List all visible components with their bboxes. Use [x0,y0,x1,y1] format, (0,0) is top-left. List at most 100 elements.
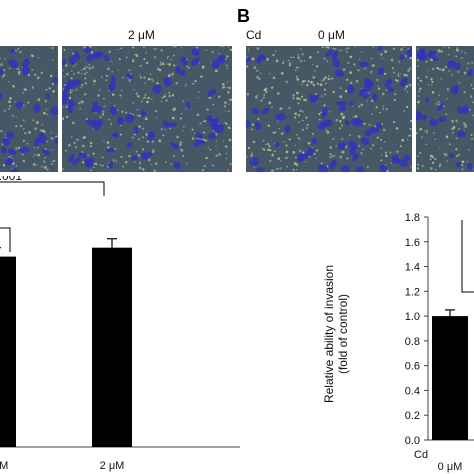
pore-dot [435,169,437,171]
pore-dot [246,93,250,96]
cell-blob [362,92,370,99]
pore-dot [323,57,326,60]
pore-dot [375,106,378,109]
pore-dot [117,69,120,71]
pore-dot [211,50,214,54]
pore-dot [301,151,305,154]
pore-dot [439,148,441,150]
micrograph-a-2um [62,46,232,172]
pore-dot [385,152,387,154]
pore-dot [2,75,4,78]
cell-blob [208,132,217,140]
pore-dot [341,150,345,154]
pore-dot [122,76,125,79]
pore-dot [342,68,346,71]
pore-dot [390,58,394,62]
y-tick-label: 0.4 [405,385,420,397]
pore-dot [17,68,20,70]
pore-dot [431,67,435,71]
pore-dot [101,156,104,159]
cell-blob [422,115,428,121]
pore-dot [52,59,54,61]
pore-dot [440,77,442,80]
pore-dot [80,100,83,103]
pore-dot [50,163,53,165]
pore-dot [8,81,10,83]
pore-dot [140,100,143,103]
pore-dot [431,84,433,86]
pore-dot [455,119,458,122]
pore-dot [458,81,461,84]
pore-dot [111,93,115,96]
pore-dot [185,65,188,67]
pore-dot [212,103,215,106]
cell-blob [109,106,117,116]
pore-dot [399,73,402,75]
pore-dot [41,124,43,126]
pore-dot [125,56,128,59]
pore-dot [27,73,30,77]
pore-dot [280,132,284,135]
pore-dot [418,90,420,93]
cell-blob [152,84,162,94]
cell-blob [364,79,371,88]
cell-blob [403,154,411,160]
pore-dot [227,126,230,129]
pore-dot [397,72,400,75]
pore-dot [162,134,165,137]
cell-blob [350,118,362,126]
pore-dot [20,152,22,155]
chart-b-ylabel: Relative ability of invasion (fold of co… [322,224,350,444]
pore-dot [222,82,225,86]
pore-dot [19,51,22,54]
pore-dot [349,55,353,59]
pore-dot [84,77,87,80]
pore-dot [262,139,265,142]
pore-dot [424,130,426,133]
pore-dot [132,101,135,104]
pore-dot [282,61,285,64]
pore-dot [84,65,87,68]
pore-dot [229,162,232,165]
pore-dot [164,128,166,130]
pore-dot [299,59,303,62]
pore-dot [297,54,299,56]
pore-dot [335,145,337,147]
pore-dot [290,56,292,59]
pore-dot [409,127,412,131]
pore-dot [146,140,149,143]
pore-dot [263,148,265,150]
cell-blob [427,52,433,58]
pore-dot [207,146,209,149]
pore-dot [179,148,182,150]
significance-bracket [0,181,105,196]
cell-blob [111,132,120,138]
pore-dot [312,83,316,87]
cell-blob [180,55,188,66]
pore-dot [383,141,386,143]
pore-dot [105,79,108,81]
pore-dot [288,106,291,110]
pore-dot [467,62,470,65]
pore-dot [115,160,118,163]
pore-dot [300,83,303,86]
pore-dot [166,63,168,65]
cell-blob [334,69,344,78]
pore-dot [228,138,232,142]
pore-dot [357,135,361,138]
pore-dot [8,67,11,70]
pore-dot [368,124,370,126]
pore-dot [446,88,450,91]
pore-dot [377,85,379,87]
pore-dot [3,109,6,112]
cell-blob [10,168,19,172]
pore-dot [335,118,338,122]
pore-dot [329,156,332,159]
pore-dot [393,71,395,74]
pore-dot [17,48,20,50]
pore-dot [295,75,298,78]
cell-blob [446,60,456,69]
pore-dot [65,105,68,108]
pore-dot [312,76,316,79]
pore-dot [320,111,323,114]
